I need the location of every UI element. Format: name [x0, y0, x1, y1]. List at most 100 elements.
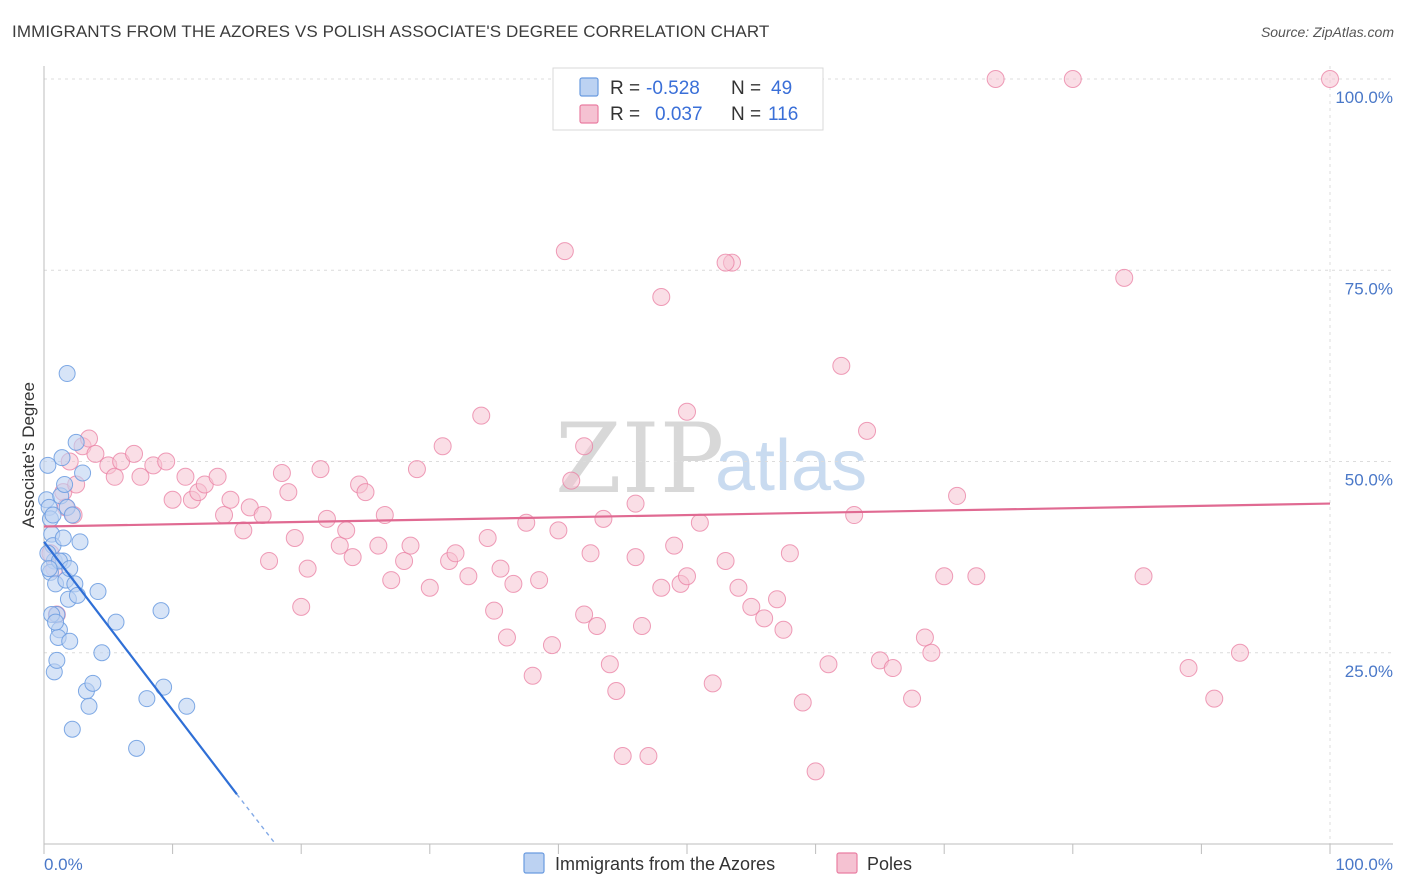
poles-point [581, 544, 600, 563]
azores-point [84, 674, 102, 692]
poles-point [337, 521, 356, 540]
poles-point [272, 463, 291, 482]
y-tick-label: 100.0% [1335, 88, 1393, 107]
azores-point [39, 456, 57, 474]
poles-point [401, 536, 420, 555]
azores-point [48, 651, 66, 669]
azores-point [67, 433, 85, 451]
poles-point [343, 548, 362, 567]
stats-n-value-blue: 49 [771, 78, 792, 99]
poles-point [549, 521, 568, 540]
series-legend: Immigrants from the Azores Poles [523, 852, 912, 874]
azores-point [71, 533, 89, 551]
poles-point [935, 567, 954, 586]
poles-point [279, 483, 298, 502]
poles-point [678, 402, 696, 421]
poles-point [330, 536, 349, 555]
poles-point [639, 747, 658, 766]
poles-point [157, 452, 176, 471]
azores-point [152, 602, 170, 620]
azores-point [58, 365, 76, 383]
stats-r-label-blue: R = [610, 78, 640, 99]
azores-point [74, 464, 92, 482]
poles-point [742, 597, 761, 616]
y-tick-labels: 25.0% 50.0% 75.0% 100.0% [1335, 88, 1393, 681]
stats-r-value-pink: 0.037 [655, 104, 703, 125]
poles-point [562, 471, 581, 490]
azores-point [40, 560, 58, 578]
stats-n-label-blue: N = [731, 78, 761, 99]
source-label: Source: ZipAtlas.com [1260, 24, 1394, 40]
legend-label-poles: Poles [867, 854, 912, 874]
poles-point [883, 659, 902, 678]
poles-point [948, 486, 967, 505]
poles-point [832, 356, 851, 375]
poles-point [221, 490, 240, 509]
poles-point [317, 509, 336, 528]
stats-r-value-blue: -0.528 [646, 78, 700, 99]
poles-point [530, 571, 549, 590]
poles-point [607, 682, 626, 700]
y-tick-label: 50.0% [1345, 471, 1393, 490]
azores-point [61, 632, 79, 650]
azores-point [53, 449, 71, 467]
poles-point [632, 616, 651, 635]
poles-point [716, 551, 735, 570]
poles-point [587, 616, 606, 635]
poles-point [575, 437, 594, 456]
poles-point [755, 609, 774, 628]
poles-point [594, 509, 613, 528]
poles-point [1115, 268, 1134, 287]
poles-point [967, 567, 986, 586]
poles-point [729, 578, 748, 597]
azores-point [89, 583, 107, 601]
poles-point [382, 571, 401, 590]
x-tick-label-min: 0.0% [44, 855, 83, 874]
poles-point [915, 628, 934, 647]
azores-point [54, 529, 72, 547]
poles-point [459, 567, 478, 586]
poles-point [485, 601, 504, 620]
poles-point [806, 762, 825, 781]
poles-point [407, 460, 426, 479]
poles-point [86, 444, 105, 463]
poles-points [41, 70, 1339, 781]
poles-trend-line [43, 502, 1331, 528]
poles-point [369, 536, 388, 555]
x-tick-labels: 0.0% 100.0% [44, 855, 1393, 874]
azores-point [47, 613, 65, 631]
legend-swatch-poles [836, 852, 858, 874]
azores-point [80, 697, 98, 715]
poles-point [845, 506, 864, 525]
poles-point [1321, 70, 1339, 88]
poles-point [298, 559, 317, 578]
axes [43, 66, 1393, 854]
poles-point [819, 655, 838, 674]
poles-point [575, 605, 594, 624]
poles-point [542, 636, 561, 655]
poles-point [163, 490, 182, 509]
poles-point [986, 70, 1005, 88]
poles-point [922, 643, 941, 662]
poles-point [131, 467, 150, 486]
y-tick-label: 25.0% [1345, 662, 1393, 681]
poles-point [858, 421, 877, 440]
poles-point [716, 253, 735, 272]
poles-point [768, 590, 787, 609]
poles-point [215, 506, 234, 525]
azores-points [38, 365, 196, 757]
poles-point [665, 536, 684, 555]
stats-n-label-pink: N = [731, 104, 761, 125]
poles-point [793, 693, 812, 712]
poles-point [1205, 689, 1224, 708]
poles-point [903, 689, 922, 708]
chart-title: IMMIGRANTS FROM THE AZORES VS POLISH ASS… [12, 22, 770, 41]
azores-point [63, 720, 81, 738]
poles-point [1134, 567, 1153, 586]
stats-r-label-pink: R = [610, 104, 640, 125]
poles-point [433, 437, 452, 456]
poles-point [208, 467, 227, 486]
stats-legend-swatch-pink [579, 104, 599, 124]
azores-point [107, 613, 125, 631]
